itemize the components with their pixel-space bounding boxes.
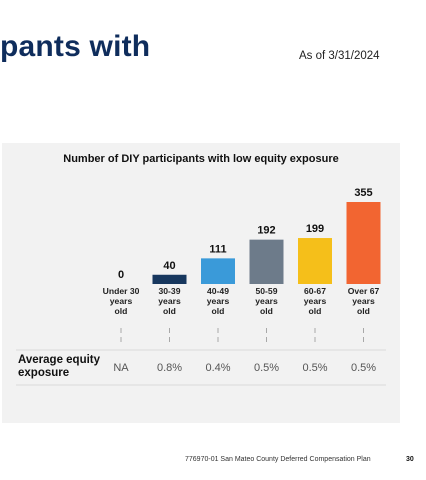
bar-2 (201, 258, 235, 284)
bar-value-label-0: 0 (118, 269, 124, 281)
bar-5 (346, 202, 381, 284)
category-label-2-2: old (212, 306, 225, 316)
table-cell-4: 0.5% (302, 362, 328, 374)
table-cell-5: 0.5% (350, 362, 377, 374)
bar-1 (152, 274, 187, 284)
bar-value-label-2: 111 (209, 243, 226, 255)
bar-4 (298, 238, 332, 284)
category-label-4-0: 60-67 (304, 286, 326, 296)
bar-value-label-3: 192 (257, 225, 275, 237)
footer-text: 776970-01 San Mateo County Deferred Comp… (185, 456, 371, 463)
category-label-4-2: old (309, 306, 322, 316)
category-label-3-1: years (255, 296, 278, 306)
category-label-5-0: Over 67 (348, 286, 380, 296)
category-label-0-0: Under 30 (103, 286, 140, 296)
category-label-0-1: years (110, 296, 133, 306)
page-headline: pants with (0, 30, 151, 63)
category-label-0-2: old (115, 306, 128, 316)
category-label-1-0: 30-39 (159, 286, 181, 296)
table-cell-3: 0.5% (253, 362, 280, 374)
chart-title: Number of DIY participants with low equi… (63, 153, 339, 165)
bar-value-label-1: 40 (163, 260, 175, 272)
page-number: 30 (406, 456, 414, 463)
category-label-5-1: years (352, 296, 375, 306)
category-label-1-1: years (158, 296, 181, 306)
table-row-label: Average equity exposure (18, 354, 101, 379)
bar-3 (249, 239, 284, 284)
bar-value-label-5: 355 (354, 187, 372, 199)
category-label-5-2: old (357, 306, 370, 316)
table-cell-0: NA (113, 362, 129, 374)
table-cell-1: 0.8% (156, 362, 183, 374)
category-label-2-1: years (207, 296, 230, 306)
as-of-date: As of 3/31/2024 (299, 50, 380, 62)
bar-value-label-4: 199 (306, 223, 324, 235)
category-label-4-1: years (304, 296, 327, 306)
table-cell-2: 0.4% (205, 362, 231, 374)
category-label-2-0: 40-49 (207, 286, 229, 296)
category-label-3-0: 50-59 (256, 286, 278, 296)
category-label-3-2: old (260, 306, 273, 316)
category-label-1-2: old (163, 306, 176, 316)
